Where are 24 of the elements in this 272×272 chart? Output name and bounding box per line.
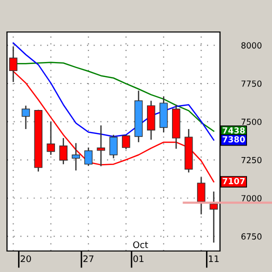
y-tick-label: 7500 xyxy=(242,118,262,125)
data-label: 7438 xyxy=(222,127,245,134)
candlestick xyxy=(22,105,30,130)
candlestick xyxy=(122,134,130,150)
data-label: 7107 xyxy=(222,178,245,184)
candlestick xyxy=(210,190,218,244)
candlestick xyxy=(59,137,68,165)
y-tick-label: 7250 xyxy=(242,156,262,164)
data-label: 7380 xyxy=(222,136,245,142)
candlestick xyxy=(109,134,118,159)
x-tick-label: 01 xyxy=(133,255,144,262)
candlestick xyxy=(46,120,55,156)
x-tick-label: 27 xyxy=(83,255,94,262)
x-tick-label: 11 xyxy=(208,255,219,262)
candlestick xyxy=(96,124,106,167)
y-tick-label: 8000 xyxy=(241,42,262,49)
candlestick xyxy=(72,142,80,172)
y-tick-label: 7750 xyxy=(242,80,262,87)
annotation: Oct xyxy=(133,241,148,248)
y-tick-label: 7000 xyxy=(242,195,262,202)
candlestick xyxy=(84,146,93,166)
y-tick-label: 6750 xyxy=(241,233,262,240)
x-tick-label: 20 xyxy=(20,255,31,262)
candlestick xyxy=(197,176,206,215)
